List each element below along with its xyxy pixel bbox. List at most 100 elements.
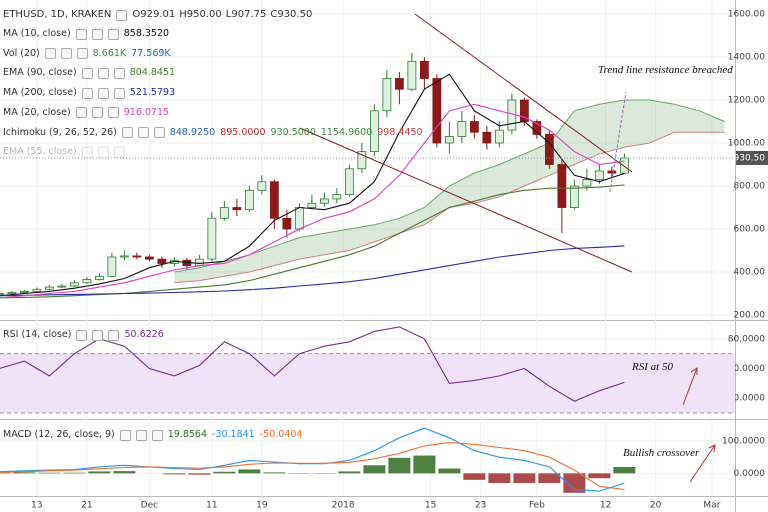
arrow-head	[690, 367, 698, 375]
icon[interactable]	[81, 146, 93, 158]
x-tick-label: 2018	[332, 501, 355, 511]
candle-body	[444, 136, 454, 144]
icon[interactable]	[44, 48, 56, 60]
macd-line	[0, 442, 625, 491]
icon[interactable]	[97, 146, 109, 158]
icon[interactable]	[113, 67, 125, 79]
x-tick-label: 15	[425, 501, 436, 511]
legend-entry: RSI (14, close) 50.6226	[3, 328, 164, 342]
y-tick-label: 1600.00	[728, 9, 765, 19]
histogram-bar	[163, 473, 186, 475]
icon[interactable]	[153, 127, 165, 138]
icon[interactable]	[75, 107, 87, 119]
candle-body	[69, 282, 79, 287]
icon[interactable]	[107, 28, 119, 40]
y-tick-label: 80.0000	[728, 334, 765, 344]
icon[interactable]	[97, 67, 109, 79]
legend-name: MA (20, close)	[3, 106, 71, 118]
candle-body	[369, 110, 379, 153]
icon[interactable]	[60, 48, 72, 60]
icon[interactable]	[75, 28, 87, 40]
candle-body	[557, 164, 567, 208]
icon[interactable]	[107, 107, 119, 119]
symbol-header: ETHUSD, 1D, KRAKEN O929.01 H950.00 L907.75…	[3, 8, 312, 22]
histogram-bar	[413, 455, 436, 474]
legend-name: EMA (90, close)	[3, 67, 77, 79]
candle-body	[569, 185, 579, 208]
indicator-line	[0, 73, 625, 297]
icon[interactable]	[76, 48, 88, 60]
icon[interactable]	[91, 107, 103, 119]
candle-body	[94, 275, 104, 280]
candle-body	[257, 181, 267, 191]
ohlc-value: L907.75	[225, 9, 267, 20]
icon[interactable]	[121, 127, 133, 138]
ichimoku-span-a	[174, 99, 725, 273]
candle-body	[619, 157, 629, 174]
annotation: RSI at 50	[632, 361, 673, 373]
icon[interactable]	[97, 87, 109, 99]
icon[interactable]	[116, 9, 128, 21]
legend-value: -30.1841	[212, 429, 255, 440]
candle-body	[19, 290, 29, 293]
candle-body	[357, 151, 367, 170]
icon[interactable]	[91, 28, 103, 40]
legend-name: MA (10, close)	[3, 28, 71, 39]
arrow	[609, 91, 627, 193]
ichimoku-cloud	[174, 100, 725, 283]
histogram-bar	[388, 457, 411, 474]
icon[interactable]	[135, 429, 147, 441]
y-tick-label: 1000.00	[728, 139, 765, 149]
candle-body	[194, 258, 204, 266]
legend-value: 804.8451	[129, 67, 176, 79]
candle-body	[457, 121, 467, 137]
candle-body	[107, 256, 117, 277]
icon[interactable]	[81, 87, 93, 99]
icon[interactable]	[108, 329, 120, 341]
histogram-bar	[513, 473, 536, 484]
candle-body	[144, 256, 154, 260]
histogram-bar	[238, 469, 261, 474]
candle-body	[294, 207, 304, 230]
legend-entry: Vol (20) 8.661K 77.569K	[3, 47, 171, 61]
x-tick-label: 21	[81, 501, 92, 511]
icon[interactable]	[113, 146, 125, 158]
legend-entry: MACD (12, 26, close, 9) 19.8564 -30.1841 -5…	[3, 428, 302, 442]
rsi-band	[0, 353, 735, 414]
legend-entry: MA (10, close) 858.3520	[3, 27, 169, 41]
y-tick-label: 100.0000	[722, 437, 765, 447]
indicator-line	[0, 103, 625, 299]
legend-value: 848.9250	[169, 126, 216, 138]
legend-value: 77.569K	[131, 47, 171, 59]
ohlc-value: H950.00	[179, 9, 222, 20]
histogram-bar	[213, 471, 236, 474]
trend-line	[414, 13, 633, 173]
legend-value: 858.3520	[123, 28, 170, 39]
histogram-bar	[463, 473, 486, 480]
x-tick-label: 19	[256, 501, 268, 511]
candle-body	[157, 258, 167, 264]
x-tick-label: 13	[31, 501, 42, 511]
candle-body	[407, 60, 417, 90]
legend-value: 521.5793	[129, 87, 176, 99]
x-tick-label: Mar	[703, 501, 720, 511]
legend-value: 1154.9600	[320, 126, 373, 138]
icon[interactable]	[92, 329, 104, 341]
candle-body	[607, 170, 617, 174]
icon[interactable]	[76, 329, 88, 341]
icon[interactable]	[119, 429, 131, 441]
candle-body	[432, 78, 442, 144]
candle-body	[207, 217, 217, 260]
y-tick-label: 800.00	[734, 182, 766, 192]
icon[interactable]	[113, 87, 125, 99]
candle-body	[344, 168, 354, 196]
icon[interactable]	[137, 127, 149, 138]
legend-entry: EMA (55, close)	[3, 145, 125, 159]
icon[interactable]	[81, 67, 93, 79]
histogram-bar	[588, 473, 611, 479]
y-tick-label: 1200.00	[728, 96, 765, 106]
annotation: Bullish crossover	[623, 447, 700, 459]
x-tick-label: Feb	[529, 501, 545, 511]
icon[interactable]	[151, 429, 163, 441]
